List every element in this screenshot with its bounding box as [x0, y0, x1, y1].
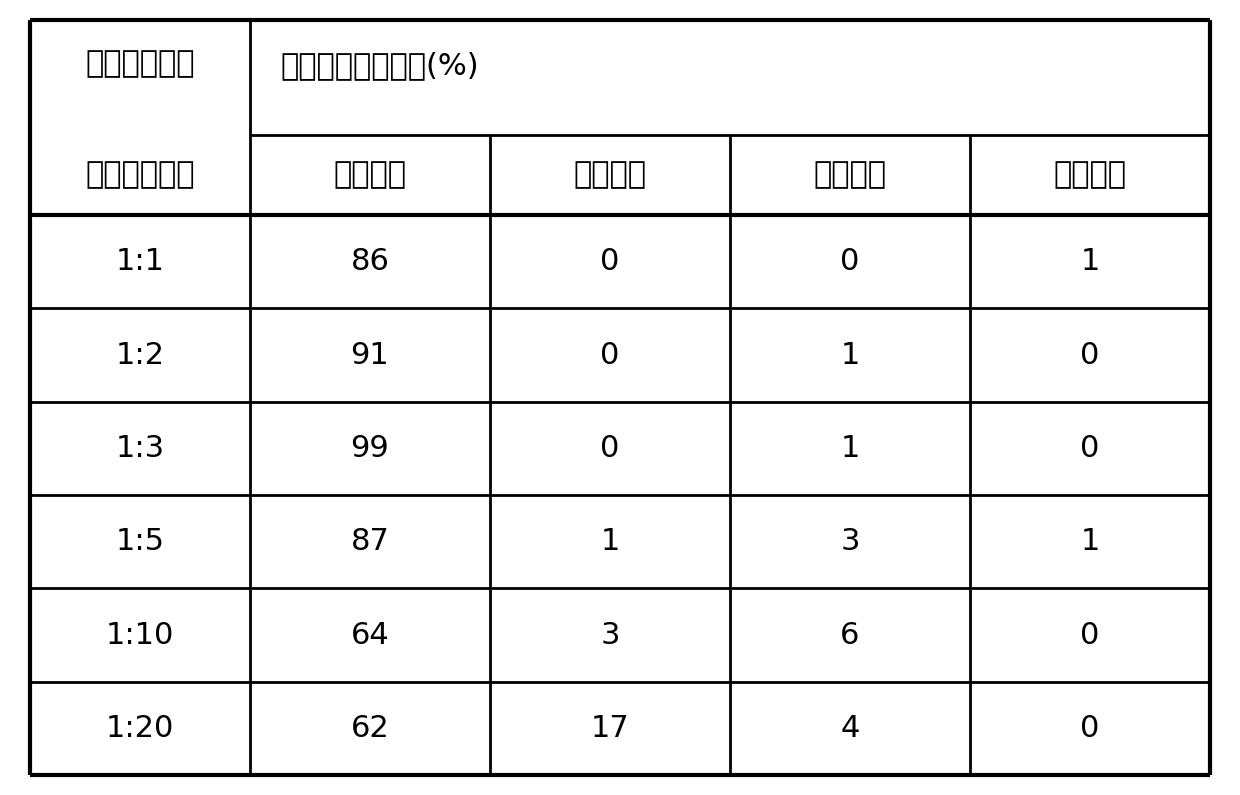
Text: 86: 86: [351, 247, 389, 276]
Text: 4: 4: [841, 714, 859, 743]
Text: 0: 0: [1080, 714, 1100, 743]
Text: 0: 0: [600, 247, 620, 276]
Text: 1: 1: [841, 340, 859, 370]
Text: 乙酸甲酯: 乙酸甲酯: [334, 161, 407, 189]
Text: 1: 1: [600, 527, 620, 556]
Text: 0: 0: [600, 340, 620, 370]
Text: 1:5: 1:5: [115, 527, 165, 556]
Text: 丙酸丙酯: 丙酸丙酯: [1054, 161, 1126, 189]
Text: 0: 0: [1080, 434, 1100, 463]
Text: 1: 1: [1080, 247, 1100, 276]
Text: 乙酸丙酯和丙: 乙酸丙酯和丙: [86, 49, 195, 78]
Text: 塔顶组成质量分数(%): 塔顶组成质量分数(%): [280, 52, 479, 80]
Text: 1:20: 1:20: [105, 714, 174, 743]
Text: 1:1: 1:1: [115, 247, 165, 276]
Text: 17: 17: [590, 714, 630, 743]
Text: 1:3: 1:3: [115, 434, 165, 463]
Text: 0: 0: [1080, 621, 1100, 650]
Text: 1:2: 1:2: [115, 340, 165, 370]
Text: 99: 99: [351, 434, 389, 463]
Text: 3: 3: [841, 527, 859, 556]
Text: 0: 0: [841, 247, 859, 276]
Text: 丙酸甲酯: 丙酸甲酯: [813, 161, 887, 189]
Text: 6: 6: [841, 621, 859, 650]
Text: 1:10: 1:10: [105, 621, 174, 650]
Text: 乙酸丙酯: 乙酸丙酯: [573, 161, 646, 189]
Text: 3: 3: [600, 621, 620, 650]
Text: 0: 0: [1080, 340, 1100, 370]
Text: 酸甲酯摩尔比: 酸甲酯摩尔比: [86, 161, 195, 189]
Text: 91: 91: [351, 340, 389, 370]
Text: 1: 1: [841, 434, 859, 463]
Text: 1: 1: [1080, 527, 1100, 556]
Text: 64: 64: [351, 621, 389, 650]
Text: 62: 62: [351, 714, 389, 743]
Text: 0: 0: [600, 434, 620, 463]
Text: 87: 87: [351, 527, 389, 556]
